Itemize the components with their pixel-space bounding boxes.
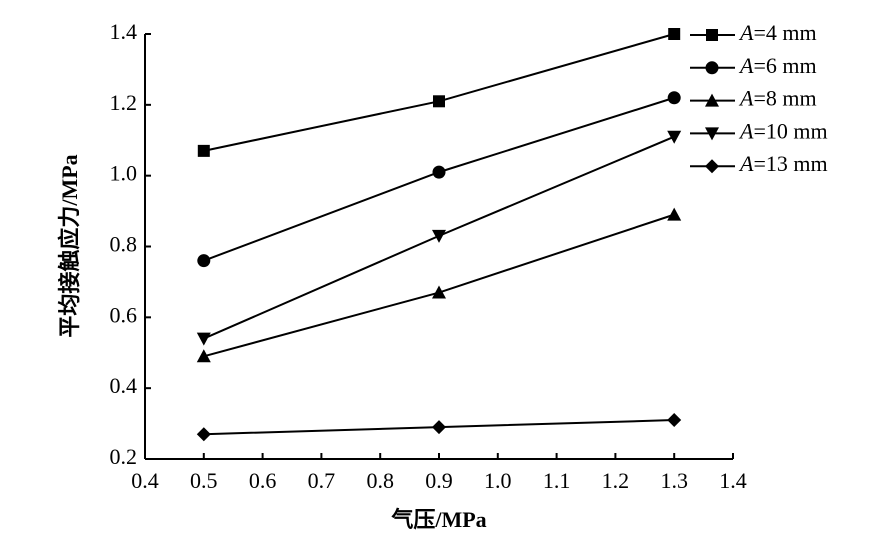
legend-marker (705, 61, 719, 75)
marker (196, 332, 211, 346)
x-tick-label: 0.8 (366, 468, 394, 493)
legend-marker (705, 93, 719, 107)
marker (667, 91, 681, 105)
x-tick-label: 1.4 (719, 468, 747, 493)
marker (432, 165, 446, 179)
x-tick-label: 0.7 (308, 468, 336, 493)
y-tick-label: 1.0 (110, 161, 138, 186)
x-tick-label: 0.4 (131, 468, 159, 493)
y-tick-label: 1.2 (110, 90, 138, 115)
marker (667, 207, 682, 221)
marker (433, 95, 445, 108)
marker (668, 28, 681, 40)
marker (197, 254, 211, 268)
marker (432, 420, 446, 435)
legend-marker (705, 127, 719, 141)
marker (197, 144, 210, 157)
marker (667, 130, 682, 144)
series-line (203, 33, 675, 152)
legend-label: A=4 mm (738, 20, 817, 45)
legend-marker (705, 159, 719, 174)
legend-label: A=10 mm (738, 118, 828, 143)
marker (432, 229, 446, 243)
legend-label: A=8 mm (738, 86, 817, 111)
marker (667, 413, 682, 428)
y-axis-label: 平均接触应力/MPa (57, 154, 82, 337)
x-tick-label: 0.9 (425, 468, 453, 493)
y-tick-label: 0.2 (110, 444, 138, 469)
x-tick-label: 0.5 (190, 468, 218, 493)
legend-label: A=6 mm (738, 53, 817, 78)
x-tick-label: 1.3 (660, 468, 688, 493)
marker (432, 285, 446, 299)
legend-marker (706, 29, 718, 41)
x-tick-label: 1.2 (602, 468, 630, 493)
marker (196, 349, 211, 363)
x-tick-label: 1.0 (484, 468, 512, 493)
y-tick-label: 0.6 (110, 302, 138, 327)
x-tick-label: 1.1 (543, 468, 571, 493)
marker (196, 427, 211, 442)
x-tick-label: 0.6 (249, 468, 277, 493)
y-tick-label: 1.4 (110, 19, 138, 44)
y-tick-label: 0.4 (110, 373, 138, 398)
x-axis-label: 气压/MPa (390, 507, 486, 532)
legend-label: A=13 mm (738, 151, 828, 176)
y-tick-label: 0.8 (110, 232, 138, 257)
